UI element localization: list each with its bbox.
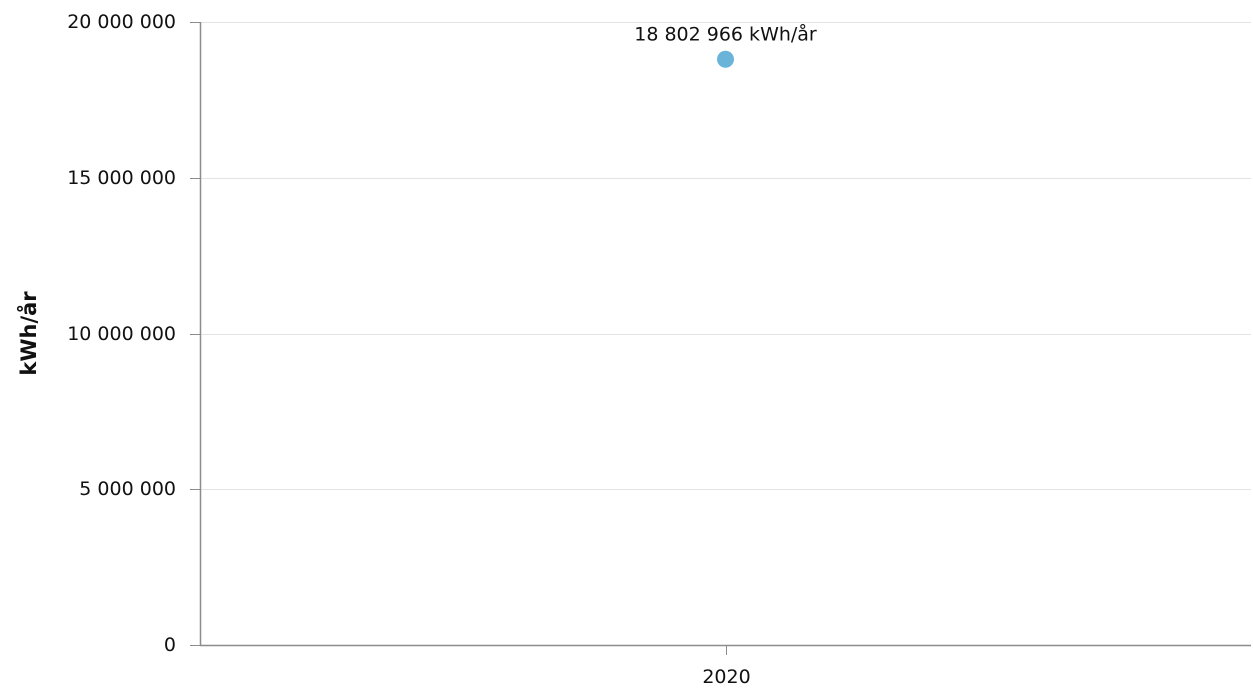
y-tick-label: 5 000 000 <box>79 478 176 500</box>
y-axis-title: kWh/år <box>16 291 41 376</box>
y-tick-label: 0 <box>164 634 176 656</box>
gridlines <box>200 22 1251 490</box>
axes <box>199 22 1251 647</box>
data-points: 18 802 966 kWh/år <box>634 22 817 68</box>
data-label: 18 802 966 kWh/år <box>634 22 817 45</box>
y-tick-label: 10 000 000 <box>67 323 176 345</box>
x-tick-label: 2020 <box>702 666 750 688</box>
y-tick-label: 15 000 000 <box>67 167 176 189</box>
y-tick-label: 20 000 000 <box>67 11 176 33</box>
y-ticks: 0 5 000 000 10 000 000 15 000 000 20 000 000 <box>67 11 200 656</box>
x-ticks: 2020 <box>702 645 751 688</box>
data-point <box>717 50 734 68</box>
